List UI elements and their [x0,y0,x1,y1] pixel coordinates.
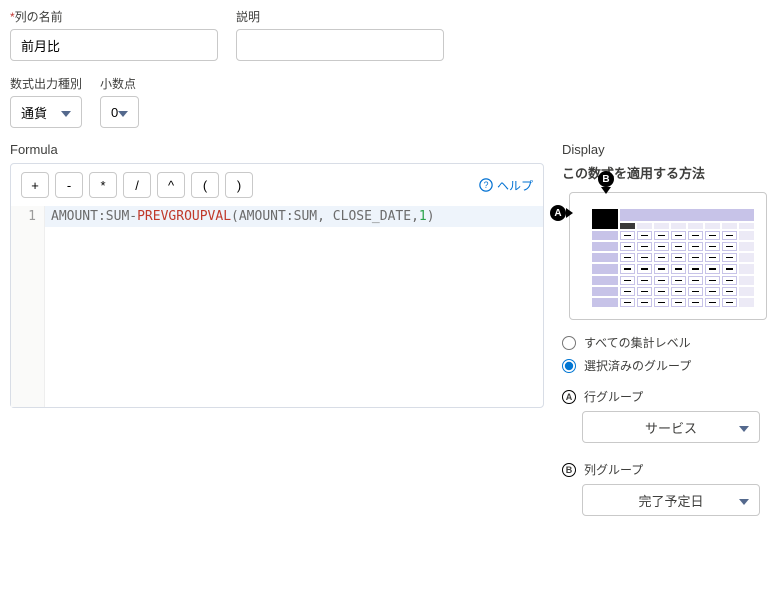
formula-code-line: AMOUNT:SUM-PREVGROUPVAL(AMOUNT:SUM, CLOS… [45,206,543,227]
formula-section-label: Formula [10,142,544,157]
radio-selected-groups-input[interactable] [562,359,576,373]
radio-selected-groups-label: 選択済みのグループ [584,357,691,374]
output-type-select[interactable]: 通貨 [10,96,82,128]
col-group-label: 列グループ [584,461,643,478]
decimals-label: 小数点 [100,75,139,92]
radio-all-levels-input[interactable] [562,336,576,350]
operator-button[interactable]: * [89,172,117,198]
description-input[interactable] [236,29,444,61]
description-label: 説明 [236,8,444,25]
marker-a-badge: A [550,205,566,221]
display-preview: B A [569,192,767,320]
operator-button[interactable]: + [21,172,49,198]
col-group-select[interactable]: 完了予定日 [582,484,760,516]
operator-button[interactable]: ( [191,172,219,198]
radio-all-levels-label: すべての集計レベル [584,334,691,351]
row-group-label: 行グループ [584,388,643,405]
row-group-value: サービス [645,418,697,437]
chevron-down-icon [739,493,749,508]
decimals-value: 0 [111,105,118,120]
operator-button[interactable]: / [123,172,151,198]
decimals-select[interactable]: 0 [100,96,139,128]
radio-selected-groups[interactable]: 選択済みのグループ [562,357,774,374]
line-number: 1 [11,209,36,224]
radio-all-levels[interactable]: すべての集計レベル [562,334,774,351]
column-name-input[interactable] [10,29,218,61]
formula-editor[interactable]: 1 AMOUNT:SUM-PREVGROUPVAL(AMOUNT:SUM, CL… [11,206,543,407]
row-group-marker: A [562,390,576,404]
display-title: この数式を適用する方法 [562,163,774,182]
svg-text:?: ? [484,180,489,190]
chevron-down-icon [739,420,749,435]
col-group-value: 完了予定日 [638,491,703,510]
arrow-right-icon [566,208,573,218]
row-group-select[interactable]: サービス [582,411,760,443]
operator-button[interactable]: - [55,172,83,198]
operator-button[interactable]: ) [225,172,253,198]
chevron-down-icon [61,105,71,120]
arrow-down-icon [601,187,611,194]
chevron-down-icon [118,105,128,120]
help-link[interactable]: ? ヘルプ [479,177,533,194]
display-section-label: Display [562,142,774,157]
output-type-value: 通貨 [21,103,47,122]
marker-b-badge: B [598,171,614,187]
operator-button[interactable]: ^ [157,172,185,198]
output-type-label: 数式出力種別 [10,75,82,92]
formula-editor-box: +-*/^() ? ヘルプ 1 AMOUNT:SUM-PREVGROUPVAL(… [10,163,544,408]
col-group-marker: B [562,463,576,477]
column-name-label: *列の名前 [10,8,218,25]
help-label: ヘルプ [497,177,533,194]
help-icon: ? [479,178,493,192]
